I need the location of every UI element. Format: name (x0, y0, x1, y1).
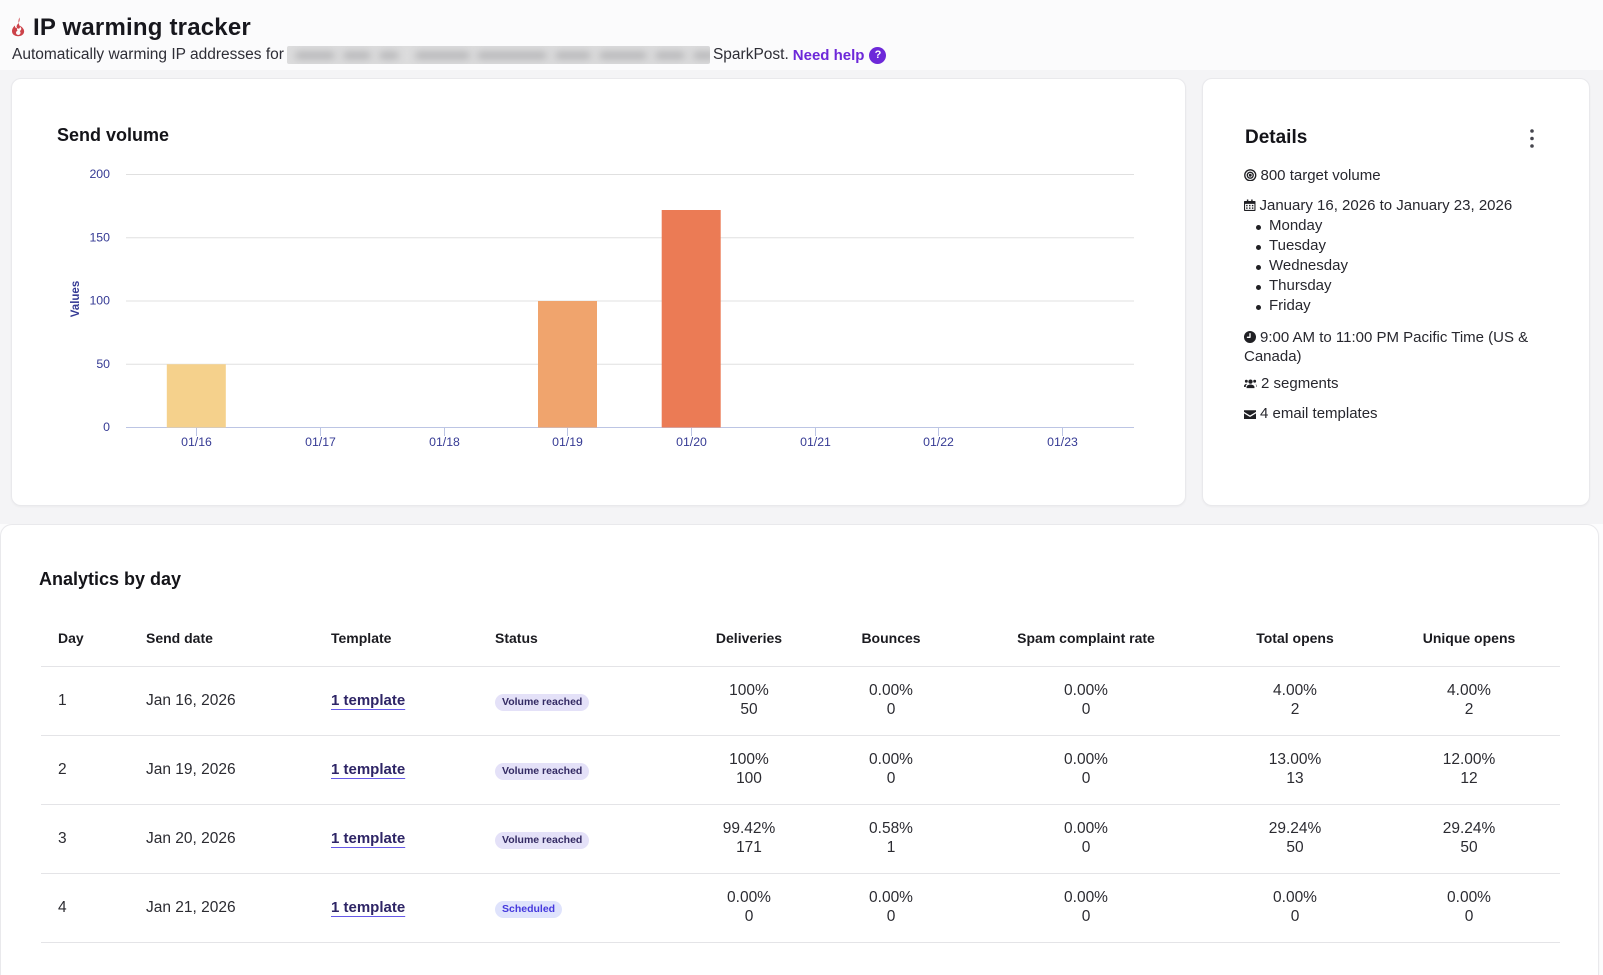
svg-text:01/17: 01/17 (305, 435, 336, 449)
svg-text:01/22: 01/22 (923, 435, 954, 449)
svg-text:01/16: 01/16 (181, 435, 212, 449)
svg-text:150: 150 (89, 230, 110, 244)
svg-text:100: 100 (89, 294, 110, 308)
svg-text:01/23: 01/23 (1047, 435, 1078, 449)
svg-text:01/21: 01/21 (800, 435, 831, 449)
svg-text:01/20: 01/20 (676, 435, 707, 449)
svg-text:01/19: 01/19 (552, 435, 583, 449)
svg-text:50: 50 (96, 357, 110, 371)
svg-text:0: 0 (103, 420, 110, 434)
svg-text:Values: Values (70, 281, 82, 317)
svg-text:01/18: 01/18 (429, 435, 460, 449)
svg-text:200: 200 (89, 167, 110, 181)
